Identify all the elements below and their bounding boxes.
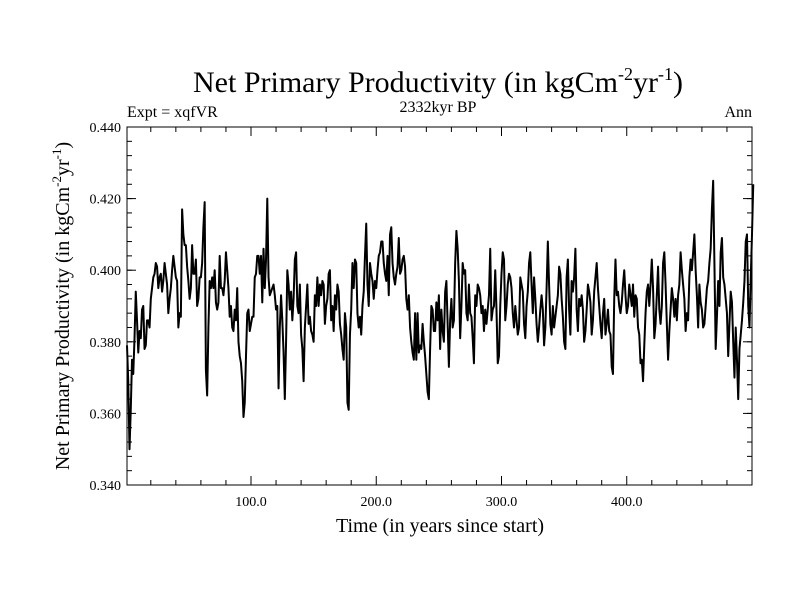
- x-tick-label: 300.0: [486, 495, 518, 510]
- chart-title-mid: yr: [633, 66, 658, 99]
- y-tick-label: 0.380: [90, 336, 122, 351]
- subtitle-center: 2332kyr BP: [400, 99, 477, 116]
- y-tick-label: 0.400: [90, 264, 122, 279]
- x-tick-label: 200.0: [360, 495, 392, 510]
- y-axis-label-main: Net Primary Productivity (in kgCm: [52, 186, 74, 470]
- x-axis-label: Time (in years since start): [336, 515, 544, 537]
- chart-title: Net Primary Productivity (in kgCm-2yr-1): [193, 64, 683, 99]
- y-tick-label: 0.340: [90, 479, 122, 494]
- y-tick-label: 0.440: [90, 121, 122, 136]
- subtitle-right: Ann: [724, 104, 752, 121]
- npp-series-line: [126, 179, 755, 451]
- chart-title-end: ): [673, 66, 683, 99]
- chart-title-main: Net Primary Productivity (in kgCm: [193, 66, 618, 99]
- y-tick-label: 0.420: [90, 193, 122, 208]
- chart-title-sup1: -2: [618, 64, 633, 84]
- y-axis-label-sup2: -1: [49, 149, 64, 160]
- chart-title-sup2: -1: [658, 64, 673, 84]
- y-axis-label-sup1: -2: [49, 176, 64, 187]
- y-axis-label-mid: yr: [52, 159, 74, 176]
- x-axis-ticks: 100.0 200.0 300.0 400.0: [150, 127, 728, 510]
- y-axis-ticks: 0.340 0.360 0.380 0.400 0.420 0.440: [90, 121, 752, 494]
- subtitle-left: Expt = xqfVR: [127, 104, 218, 121]
- y-axis-label-end: ): [52, 142, 74, 149]
- y-axis-label: Net Primary Productivity (in kgCm-2yr-1): [49, 142, 74, 470]
- x-tick-label: 100.0: [235, 495, 267, 510]
- y-tick-label: 0.360: [90, 407, 122, 422]
- x-tick-label: 400.0: [611, 495, 643, 510]
- plot-frame: [126, 126, 753, 486]
